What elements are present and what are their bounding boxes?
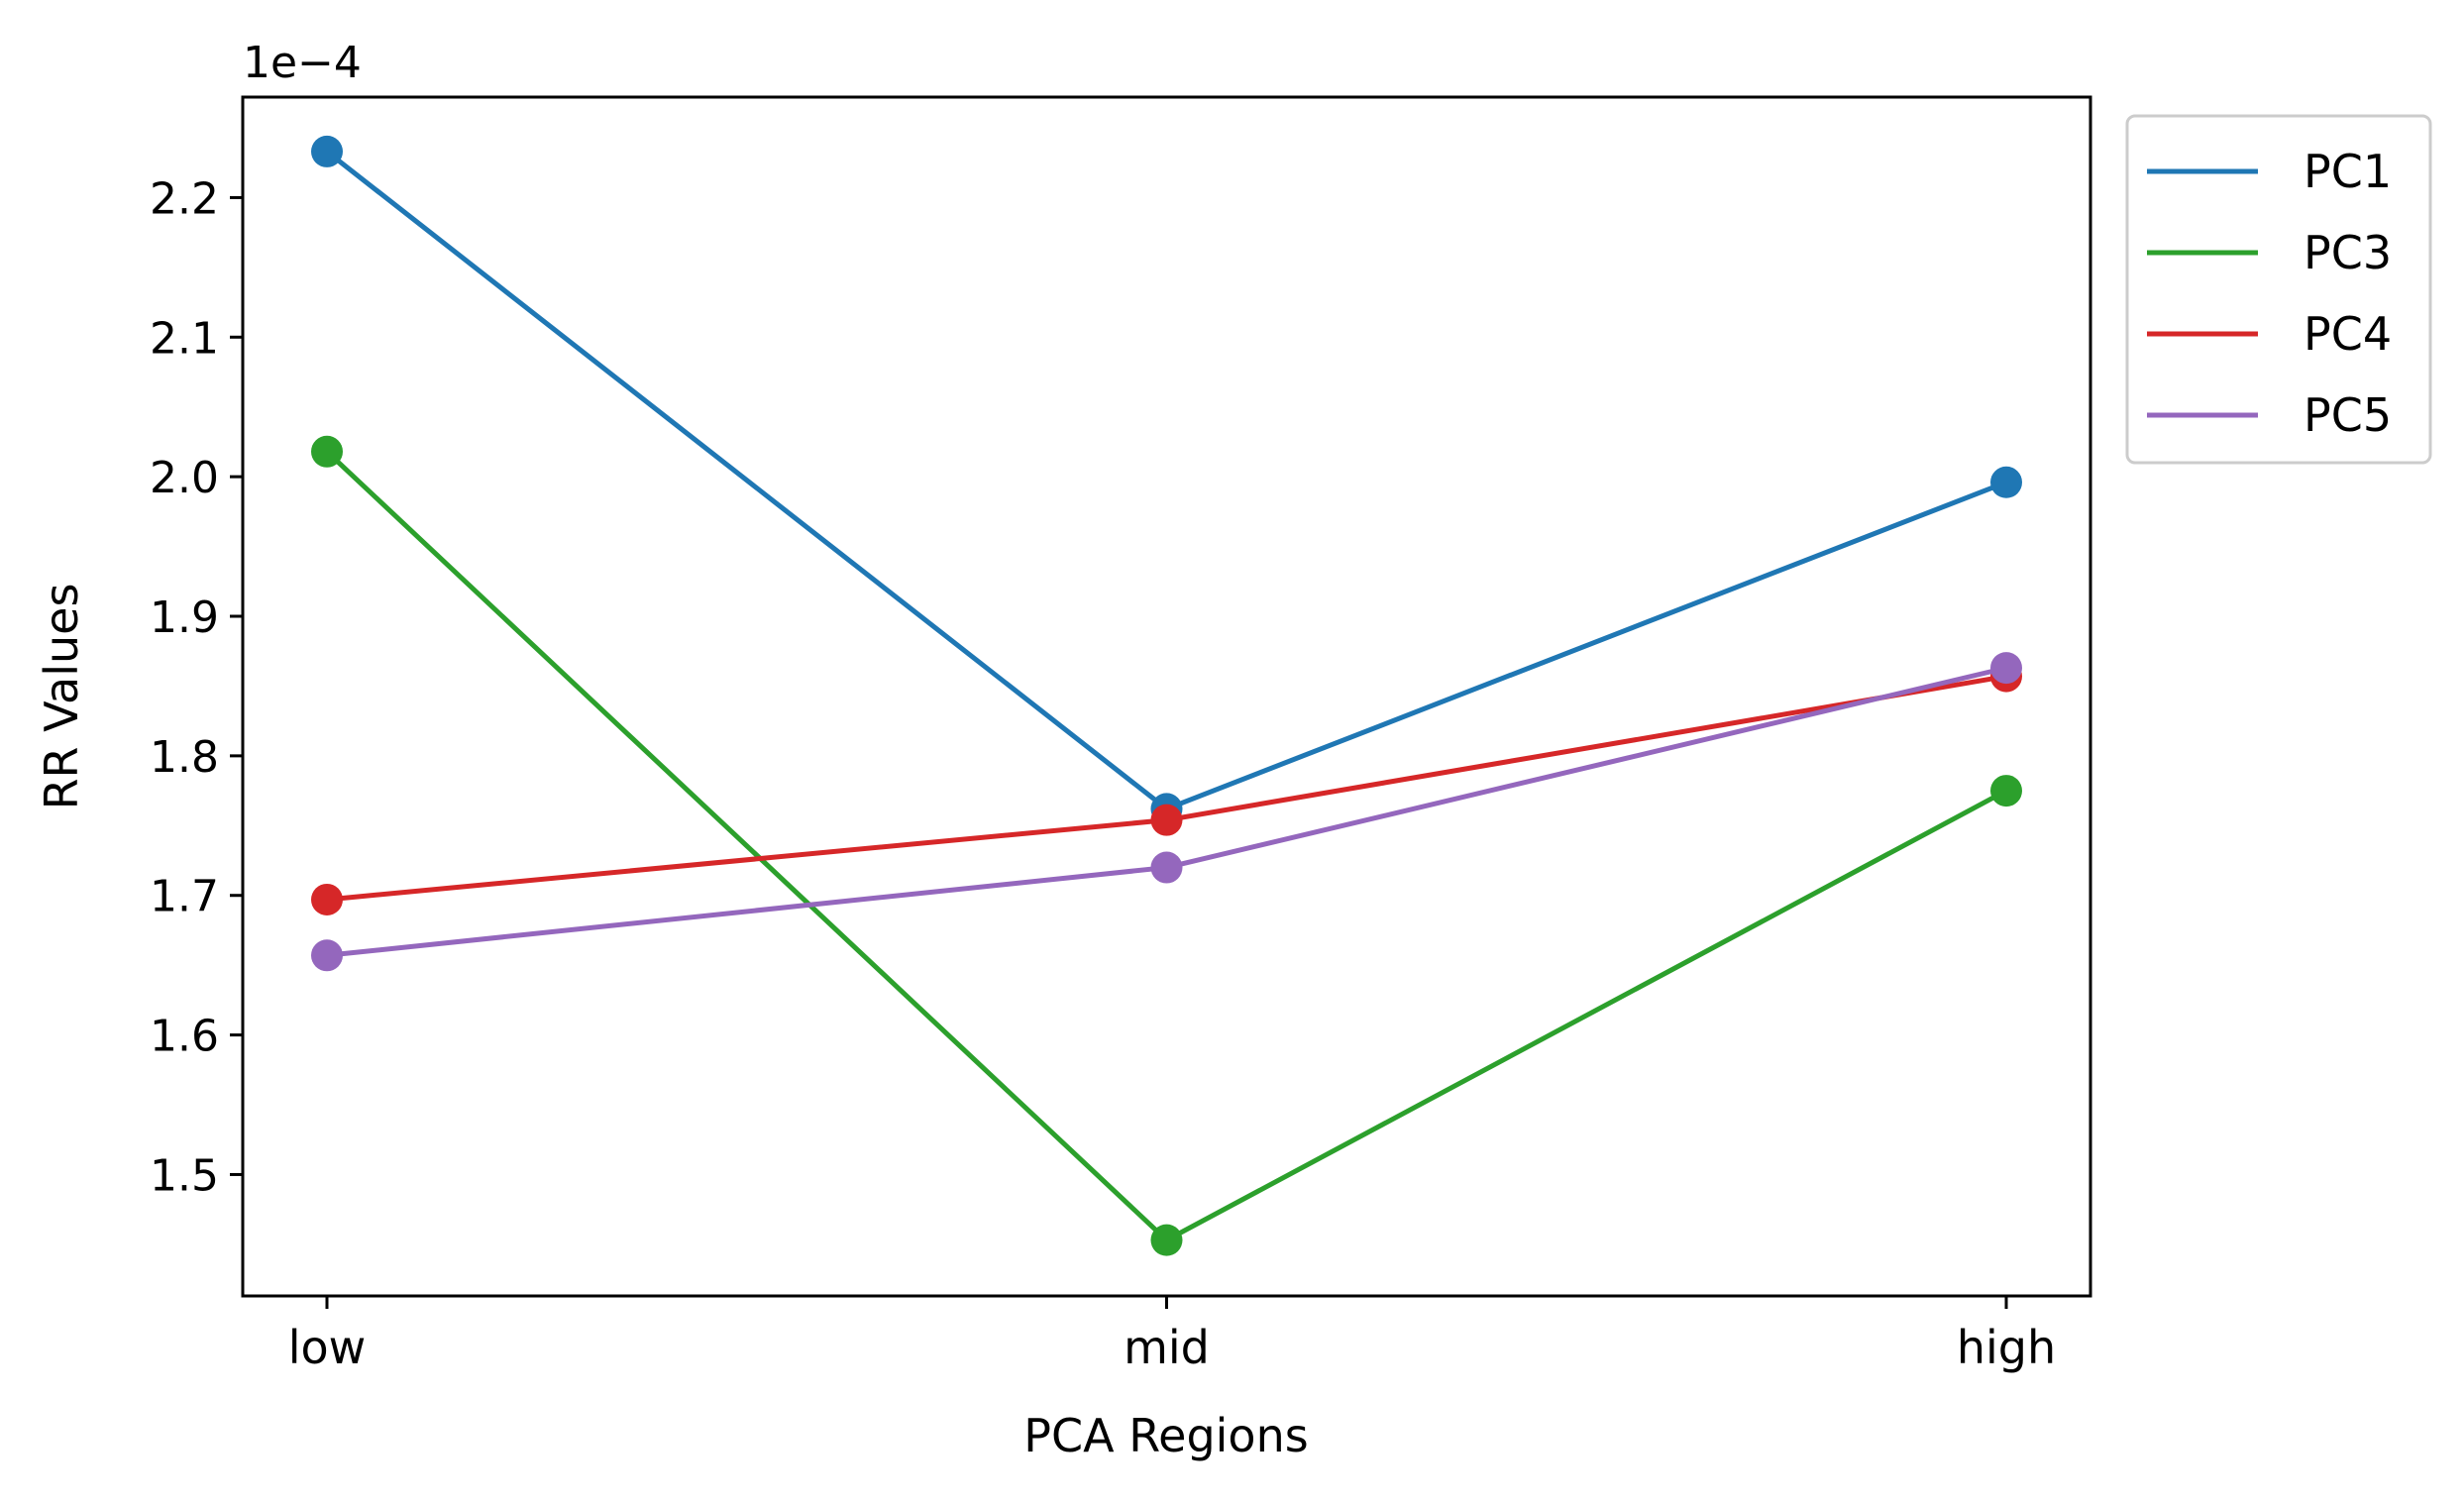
plot-area xyxy=(311,135,2022,1256)
y-tick-label: 2.2 xyxy=(150,173,219,224)
x-tick-label: mid xyxy=(1124,1321,1210,1374)
y-tick-label: 1.7 xyxy=(150,872,219,922)
y-tick-label: 1.5 xyxy=(150,1150,219,1201)
data-point-pc3-high xyxy=(1990,775,2022,807)
data-point-pc4-low xyxy=(311,883,343,915)
legend-label-pc4: PC4 xyxy=(2303,307,2392,361)
legend-label-pc1: PC1 xyxy=(2303,145,2392,198)
legend: PC1 PC3 PC4 PC5 xyxy=(2125,114,2432,465)
y-axis: 1.5 1.6 1.7 1.8 1.9 2.0 2.1 2.2 xyxy=(150,173,243,1201)
data-point-pc3-low xyxy=(311,435,343,468)
legend-label-pc3: PC3 xyxy=(2303,226,2392,279)
series-pc5 xyxy=(311,652,2022,972)
legend-box xyxy=(2125,114,2432,465)
x-tick-label: low xyxy=(288,1321,367,1374)
y-tick-label: 1.8 xyxy=(150,732,219,783)
y-tick-label: 2.1 xyxy=(150,313,219,364)
data-point-pc5-mid xyxy=(1150,851,1183,884)
x-tick-label: high xyxy=(1957,1321,2056,1374)
y-axis-label: RR Values xyxy=(35,584,88,810)
y-offset-label: 1e−4 xyxy=(243,38,362,88)
x-axis-label: PCA Regions xyxy=(1023,1409,1308,1462)
data-point-pc3-mid xyxy=(1150,1224,1183,1256)
data-point-pc4-mid xyxy=(1150,804,1183,836)
y-tick-label: 1.9 xyxy=(150,592,219,643)
legend-label-pc5: PC5 xyxy=(2303,388,2392,442)
data-point-pc5-high xyxy=(1990,652,2022,685)
series-pc3 xyxy=(311,435,2022,1256)
data-point-pc1-low xyxy=(311,135,343,167)
y-tick-label: 2.0 xyxy=(150,453,219,503)
data-point-pc5-low xyxy=(311,939,343,972)
x-axis: low mid high xyxy=(288,1296,2056,1374)
y-tick-label: 1.6 xyxy=(150,1012,219,1062)
data-point-pc1-high xyxy=(1990,466,2022,498)
